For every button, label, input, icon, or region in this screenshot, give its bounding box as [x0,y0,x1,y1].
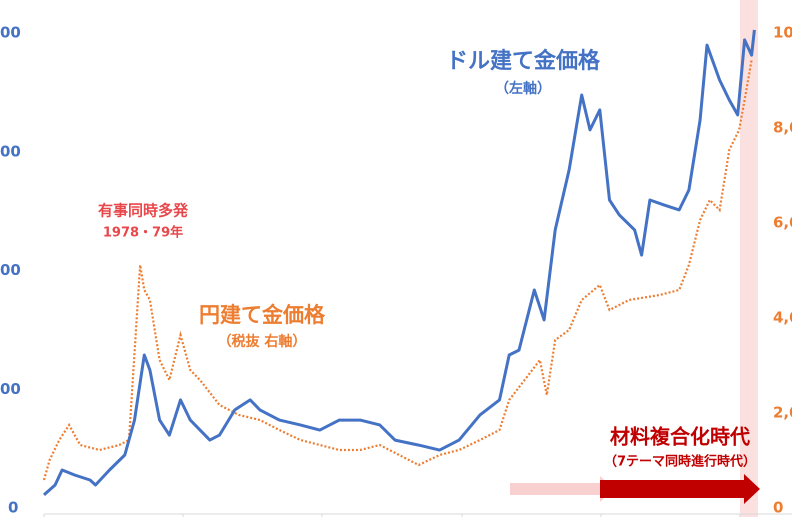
data-line [42,59,753,481]
plot-area [42,29,756,497]
data-line [43,29,756,497]
annotation: （左軸） [495,80,551,97]
y2-tick-label: 4,0 [773,309,792,327]
annotation: （税抜 右軸） [218,333,307,350]
y2-tick-label: 2,0 [773,404,792,422]
y-tick-label: 00 [0,380,21,398]
annotation: 材料複合化時代 [610,425,750,449]
y2-tick-label: 0 [773,499,783,517]
y2-tick-label: 10 [773,24,792,42]
annotation: （7テーマ同時進行時代） [604,454,756,470]
y-tick-label: 00 [0,261,21,279]
y2-tick-label: 8,0 [773,119,792,137]
y-tick-label: 0 [8,499,18,517]
annotation: 有事同時多発 [98,202,189,220]
arrow-dark [600,474,760,504]
y-tick-label: 00 [0,24,21,42]
annotation: 円建て金価格 [199,303,326,327]
highlight-band [740,0,758,517]
annotation: 1978・79年 [103,225,183,241]
annotation: ドル建て金価格 [446,48,601,74]
y-tick-label: 00 [0,142,21,160]
y2-tick-label: 6,0 [773,214,792,232]
arrow-light [510,476,614,502]
